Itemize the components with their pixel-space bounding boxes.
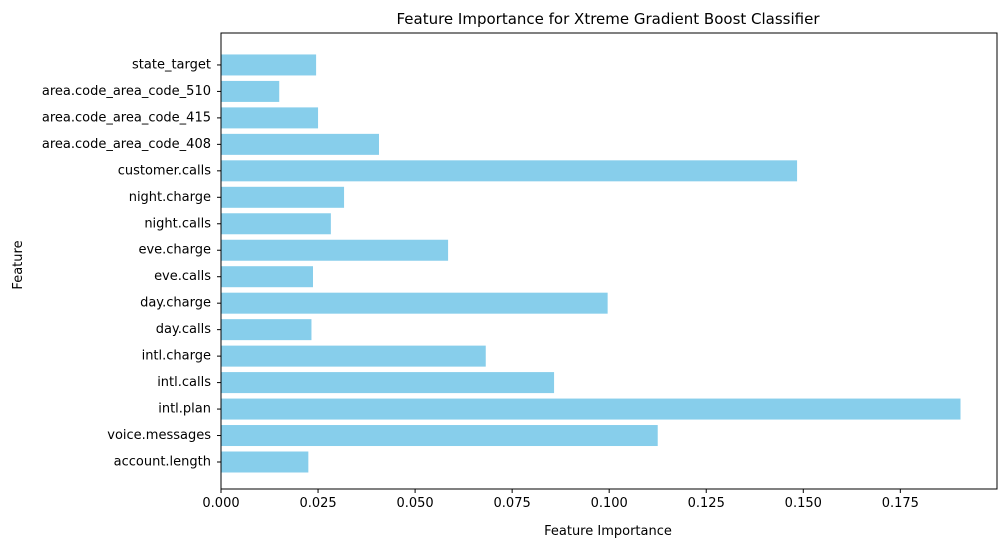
y-tick-label: intl.charge: [142, 349, 211, 364]
bar-intl-calls: [221, 372, 555, 394]
y-tick-label: night.calls: [144, 216, 211, 231]
bar-day-calls: [221, 319, 312, 341]
bar-voice-messages: [221, 425, 658, 447]
ticks-group: account.length voice.messages intl.plan int…: [42, 57, 919, 511]
bar-eve-calls: [221, 266, 313, 288]
x-tick-label: 0.100: [591, 496, 628, 511]
y-tick-label: intl.calls: [157, 375, 211, 390]
x-tick-label: 0.175: [882, 496, 919, 511]
bar-day-charge: [221, 292, 608, 314]
x-tick-label: 0.150: [785, 496, 822, 511]
chart-title: Feature Importance for Xtreme Gradient B…: [396, 10, 820, 28]
y-tick-label: voice.messages: [107, 428, 211, 443]
y-tick-label: day.calls: [156, 322, 212, 337]
y-tick-label: eve.calls: [154, 269, 211, 284]
bar-night-calls: [221, 213, 331, 235]
bar-intl-plan: [221, 398, 961, 420]
bar-account-length: [221, 451, 309, 473]
y-tick-label: area.code_area_code_510: [42, 84, 211, 99]
bars-group: [221, 54, 961, 473]
y-axis-label: Feature: [11, 240, 26, 289]
x-tick-label: 0.125: [688, 496, 725, 511]
x-tick-label: 0.050: [396, 496, 433, 511]
x-tick-label: 0.000: [202, 496, 239, 511]
bar-area-code-area-code-408: [221, 133, 379, 155]
x-tick-label: 0.075: [494, 496, 531, 511]
y-tick-label: area.code_area_code_408: [42, 137, 211, 152]
bar-area-code-area-code-415: [221, 107, 319, 129]
x-tick-label: 0.025: [299, 496, 336, 511]
x-axis-label: Feature Importance: [544, 524, 672, 539]
bar-area-code-area-code-510: [221, 80, 280, 102]
y-tick-label: customer.calls: [118, 163, 211, 178]
bar-eve-charge: [221, 239, 449, 261]
y-tick-label: eve.charge: [138, 243, 211, 258]
y-tick-label: account.length: [114, 455, 211, 470]
y-tick-label: intl.plan: [158, 402, 211, 417]
bar-intl-charge: [221, 345, 486, 367]
bar-customer-calls: [221, 160, 798, 182]
y-tick-label: state_target: [132, 57, 211, 72]
bar-night-charge: [221, 186, 345, 208]
y-tick-label: area.code_area_code_415: [42, 110, 211, 125]
y-tick-label: night.charge: [129, 190, 211, 205]
bar-state-target: [221, 54, 317, 76]
y-tick-label: day.charge: [140, 296, 211, 311]
plot-area-frame: [220, 32, 998, 490]
